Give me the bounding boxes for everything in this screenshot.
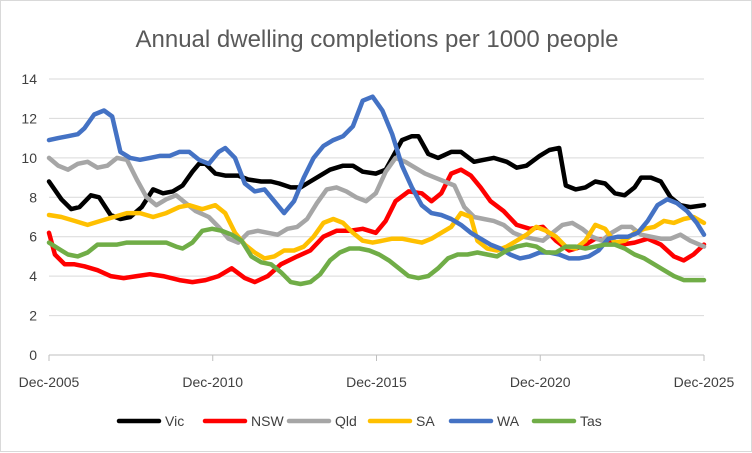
y-tick-label: 12 (21, 110, 37, 126)
series-line-sa (46, 202, 707, 261)
legend-item-nsw: NSW (202, 413, 284, 429)
legend-label: Vic (165, 413, 184, 429)
x-tick-label: Dec-2005 (19, 374, 80, 390)
legend: Vic NSW Qld SA WA Tas (116, 413, 602, 429)
series-line-qld (46, 155, 707, 249)
x-tick-label: Dec-2020 (510, 374, 571, 390)
legend-label: SA (416, 413, 435, 429)
chart-title: Annual dwelling completions per 1000 peo… (136, 26, 619, 53)
legend-label: Qld (335, 413, 357, 429)
legend-label: WA (497, 413, 520, 429)
y-tick-label: 2 (29, 308, 37, 324)
y-tick-label: 0 (29, 347, 37, 363)
legend-item-tas: Tas (531, 413, 602, 429)
y-tick-label: 4 (29, 268, 37, 284)
x-tick-label: Dec-2025 (674, 374, 735, 390)
legend-label: NSW (251, 413, 284, 429)
x-tick-label: Dec-2015 (346, 374, 407, 390)
series-line-wa (46, 94, 707, 261)
x-tick-label: Dec-2010 (182, 374, 243, 390)
legend-item-wa: WA (448, 413, 520, 429)
series-lines (46, 94, 707, 287)
series-line-vic (46, 133, 707, 222)
y-tick-label: 6 (29, 229, 37, 245)
series-line-tas (46, 226, 707, 287)
y-tick-label: 8 (29, 189, 37, 205)
y-tick-label: 14 (21, 71, 37, 87)
legend-item-sa: SA (367, 413, 435, 429)
legend-item-qld: Qld (286, 413, 357, 429)
y-tick-label: 10 (21, 150, 37, 166)
axes: 0 2 4 6 8 10 12 14 Dec-2005 Dec-2010 Dec-2015 Dec-2… (19, 71, 735, 390)
legend-label: Tas (580, 413, 602, 429)
legend-item-vic: Vic (116, 413, 184, 429)
